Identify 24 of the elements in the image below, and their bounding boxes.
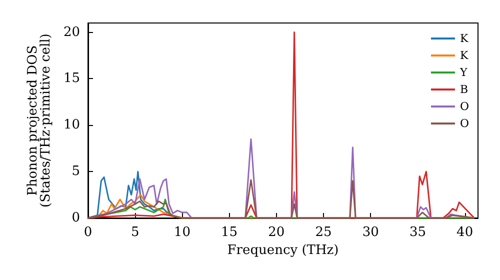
y-tick-label: 0: [72, 210, 80, 226]
legend-label: B: [460, 83, 468, 96]
y-axis-title: Phonon projected DOS (States/THz·primitive cell): [26, 33, 54, 208]
legend-label: Y: [458, 66, 468, 79]
line-series: [87, 170, 174, 219]
legend-label: O: [460, 117, 470, 130]
x-tick-label: 40: [456, 225, 474, 240]
x-tick-label: 0: [84, 225, 92, 240]
x-tick-label: 25: [315, 225, 332, 240]
legend-label: K: [460, 32, 469, 45]
x-tick-label: 15: [221, 225, 238, 240]
y-tick-label: 15: [63, 71, 80, 86]
x-axis-title: Frequency (THz): [227, 242, 339, 258]
y-tick-label: 10: [63, 118, 80, 133]
x-tick-label: 30: [362, 225, 379, 240]
legend-label: O: [460, 100, 470, 113]
line-series: [87, 179, 475, 219]
x-tick-label: 35: [409, 225, 426, 240]
x-tick-label: 10: [174, 225, 190, 240]
x-tick-label: 20: [268, 225, 285, 240]
y-tick-label: 20: [63, 24, 80, 40]
x-tick-label: 5: [130, 225, 140, 240]
y-tick-label: 5: [72, 164, 80, 180]
legend-label: K: [460, 49, 469, 62]
